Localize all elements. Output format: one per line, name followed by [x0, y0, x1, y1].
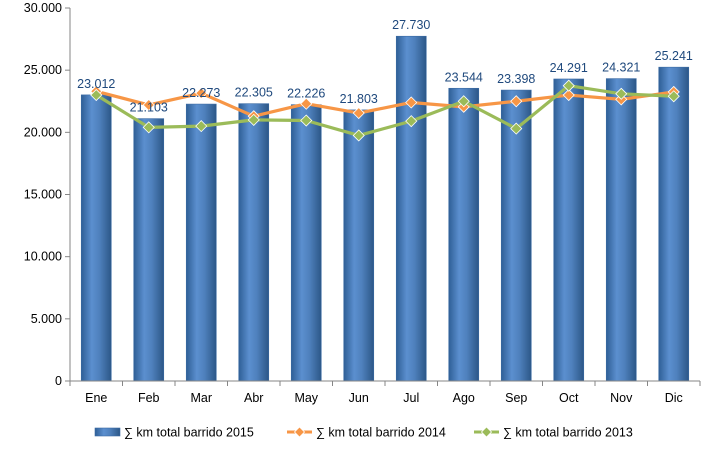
- legend-swatch: [94, 427, 121, 437]
- point-2013-dic: [667, 90, 680, 103]
- x-tick-label: May: [294, 391, 318, 405]
- bar-data-label: 22.226: [287, 87, 325, 101]
- bar-data-label: 22.305: [235, 86, 273, 100]
- bar-2015-jul: [395, 35, 427, 382]
- legend-item-2014: ∑ km total barrido 2014: [287, 426, 446, 440]
- y-tick-label: 5.000: [31, 312, 62, 326]
- bar-2015-jun: [343, 109, 375, 382]
- point-2013-feb: [142, 121, 155, 134]
- y-axis: 0 5.000 10.000 15.000 20.000 25.000 30.000: [24, 1, 71, 388]
- point-2014-feb: [142, 98, 155, 112]
- y-tick-label: 25.000: [24, 63, 62, 77]
- bar-data-label: 23.398: [497, 72, 535, 86]
- x-axis: Ene Feb Mar Abr May Jun Jul Ago Sep Oct Nov Dic: [69, 380, 701, 405]
- x-tick-label: Nov: [610, 391, 633, 405]
- bar-data-label: 27.730: [392, 18, 430, 32]
- legend-label: ∑ km total barrido 2014: [316, 426, 446, 440]
- y-tick-label: 0: [55, 374, 62, 388]
- legend: ∑ km total barrido 2015 ∑ km total barrid…: [94, 426, 633, 440]
- x-tick-label: Oct: [559, 391, 579, 405]
- x-tick-label: Abr: [244, 391, 263, 405]
- point-2014-jul: [405, 96, 418, 109]
- point-2013-jun: [352, 129, 365, 142]
- point-2014-sep: [510, 95, 523, 108]
- point-2013-ago: [457, 95, 470, 108]
- line-series: [90, 79, 680, 142]
- point-2013-oct: [562, 79, 575, 92]
- bar-2015-abr: [238, 103, 270, 382]
- line-2013: [95, 84, 674, 138]
- bar-2015-may: [290, 104, 322, 382]
- bar-data-label: 24.291: [550, 61, 588, 75]
- legend-label: ∑ km total barrido 2015: [124, 426, 254, 440]
- bar-data-label: 21.103: [130, 101, 168, 115]
- x-tick-label: Ene: [85, 391, 107, 405]
- legend-marker: [293, 426, 306, 438]
- line-2014: [95, 89, 674, 118]
- bar-2015-ene: [80, 94, 112, 382]
- bar-2015-sep: [500, 89, 532, 382]
- bar-2015-oct: [553, 78, 585, 382]
- bar-data-label: 22.273: [182, 86, 220, 100]
- point-2014-oct: [562, 88, 575, 102]
- point-2013-may: [300, 114, 313, 127]
- bar-2015-mar: [185, 103, 217, 382]
- x-tick-label: Sep: [505, 391, 527, 405]
- x-tick-label: Mar: [190, 391, 212, 405]
- bar-data-labels: 23.012 21.103 22.273 22.305 22.226 21.803 27.7…: [77, 18, 693, 114]
- x-tick-label: Jun: [349, 391, 369, 405]
- bar-series-2015: [80, 35, 690, 382]
- point-2014-may: [300, 97, 313, 110]
- x-tick-label: Jul: [403, 391, 419, 405]
- bar-2015-ago: [448, 87, 480, 382]
- legend-item-2015: ∑ km total barrido 2015: [94, 426, 254, 440]
- point-2014-mar: [195, 87, 208, 100]
- x-tick-label: Ago: [453, 391, 475, 405]
- bar-2015-dic: [658, 66, 690, 382]
- bar-2015-feb: [133, 118, 165, 382]
- bar-data-label: 21.803: [340, 92, 378, 106]
- bar-data-label: 24.321: [602, 61, 640, 75]
- bar-2015-nov: [605, 78, 637, 382]
- bar-data-label: 23.544: [445, 70, 483, 84]
- bar-data-label: 25.241: [655, 49, 693, 63]
- y-tick-label: 15.000: [24, 188, 62, 202]
- y-tick-label: 30.000: [24, 1, 62, 15]
- point-2013-nov: [615, 87, 628, 100]
- point-2013-jul: [405, 115, 418, 128]
- point-2013-ene: [90, 88, 103, 102]
- point-2014-jun: [352, 106, 365, 120]
- point-2013-mar: [195, 120, 208, 133]
- legend-item-2013: ∑ km total barrido 2013: [474, 426, 633, 440]
- legend-marker: [480, 426, 493, 438]
- legend-label: ∑ km total barrido 2013: [503, 426, 633, 440]
- point-2013-abr: [247, 113, 260, 126]
- x-tick-label: Feb: [138, 391, 160, 405]
- point-2013-sep: [510, 122, 523, 135]
- x-tick-label: Dic: [665, 391, 683, 405]
- bar-data-label: 23.012: [77, 77, 115, 91]
- y-tick-label: 10.000: [24, 250, 62, 264]
- y-tick-label: 20.000: [24, 125, 62, 139]
